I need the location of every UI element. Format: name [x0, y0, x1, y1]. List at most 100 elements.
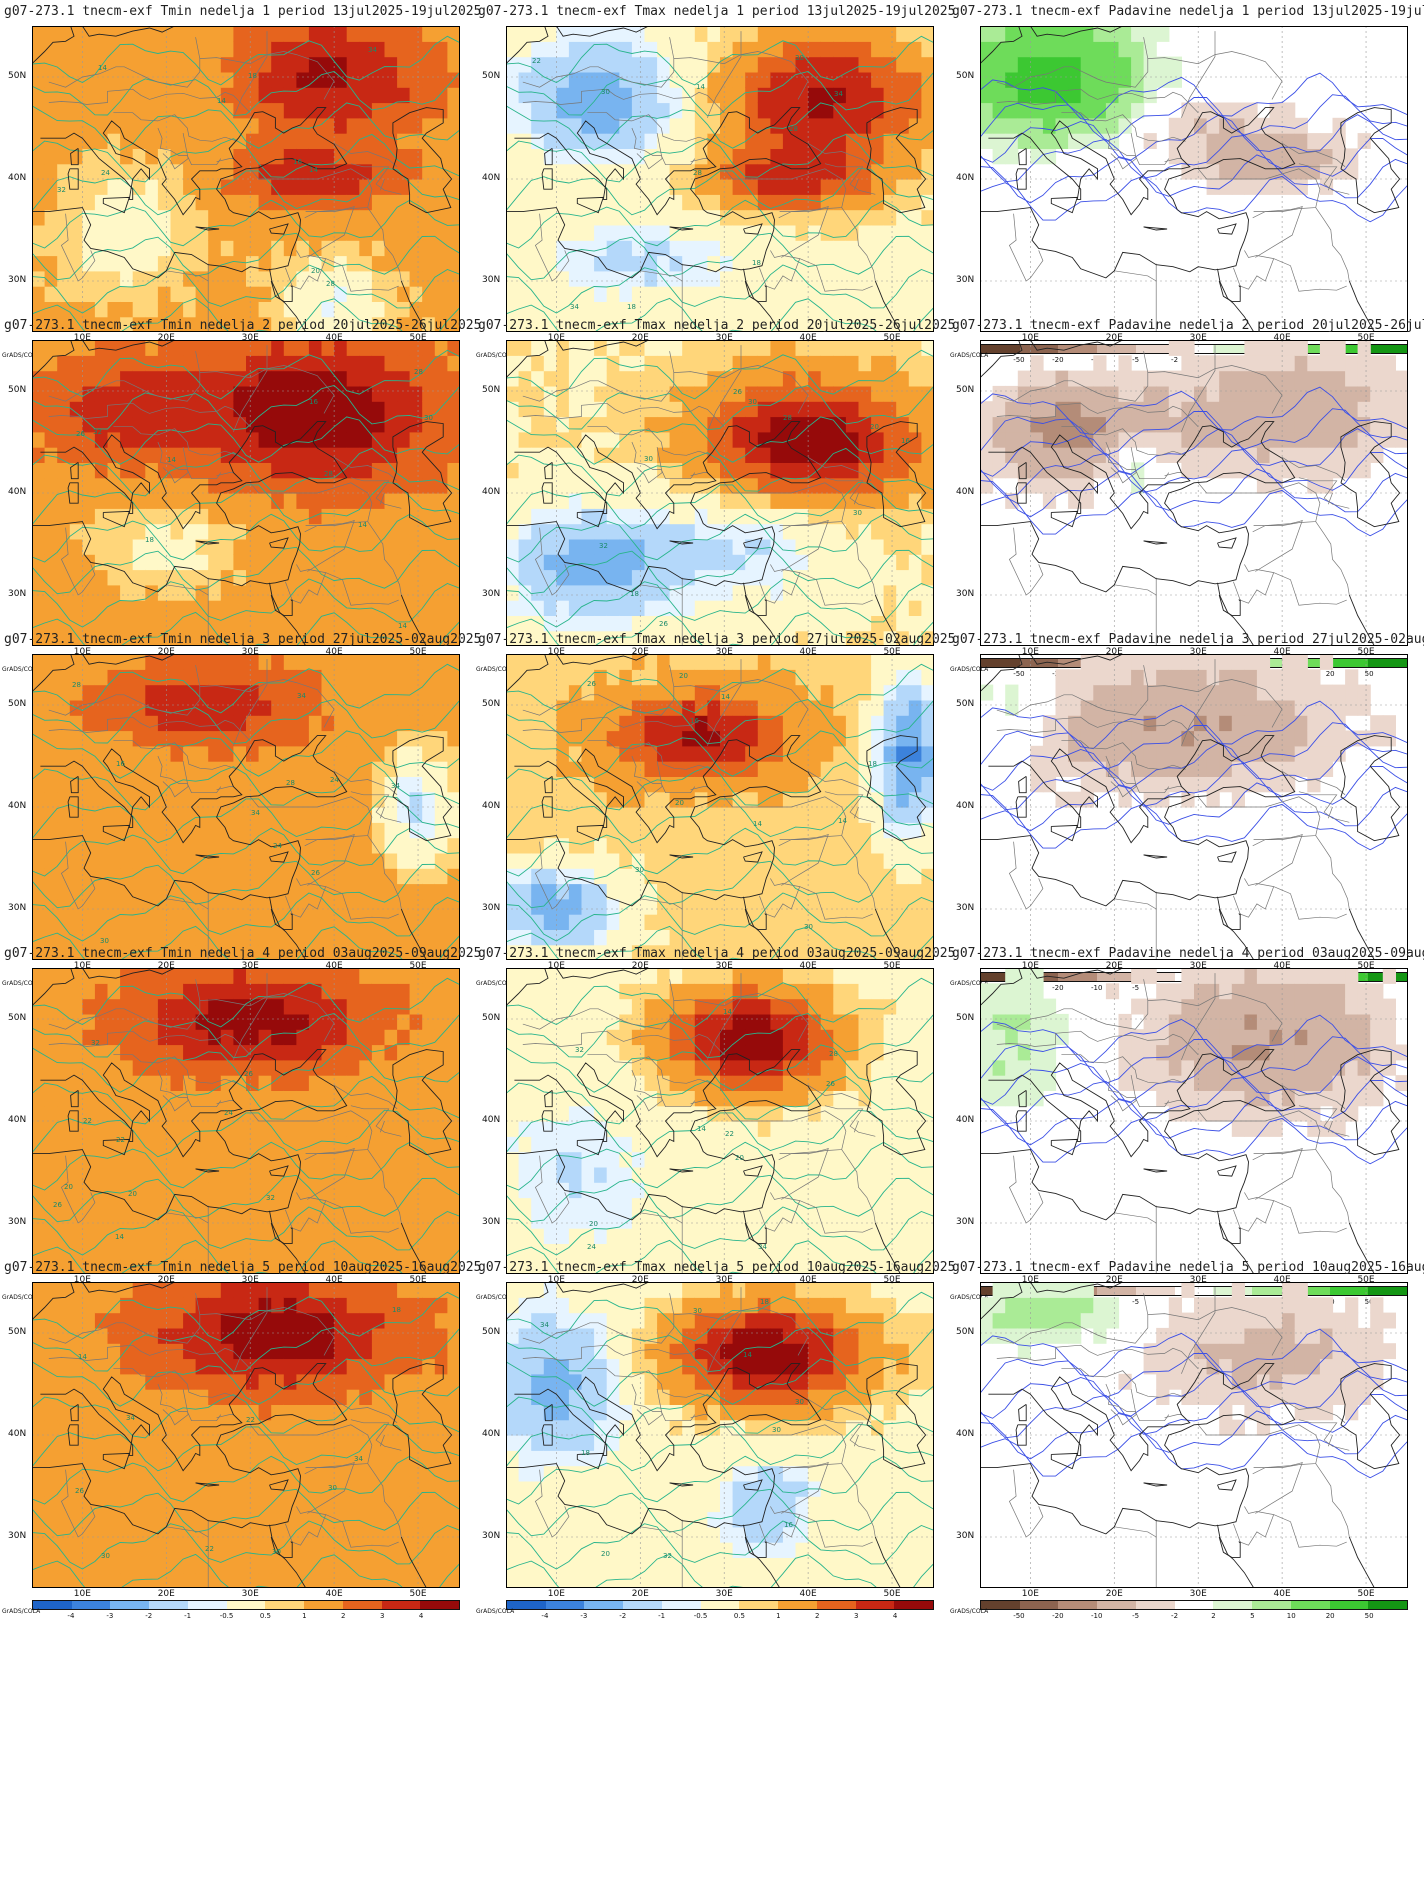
- anomaly-cell: [707, 431, 721, 448]
- anomaly-cell: [506, 837, 520, 854]
- anomaly-cell: [208, 431, 222, 448]
- anomaly-cell: [57, 355, 71, 372]
- anomaly-cell: [258, 117, 272, 134]
- anomaly-cell: [657, 630, 671, 646]
- anomaly-cell: [334, 117, 348, 134]
- anomaly-cell: [820, 340, 834, 356]
- anomaly-cell: [120, 416, 134, 433]
- anomaly-cell: [745, 26, 759, 42]
- anomaly-cell: [896, 508, 910, 525]
- anomaly-cell: [795, 584, 809, 601]
- anomaly-cell: [283, 745, 297, 762]
- anomaly-cell: [145, 684, 159, 701]
- anomaly-cell: [195, 776, 209, 793]
- anomaly-cell: [858, 584, 872, 601]
- anomaly-cell: [359, 654, 373, 670]
- anomaly-cell: [346, 584, 360, 601]
- anomaly-cell: [57, 554, 71, 571]
- anomaly-cell: [531, 224, 545, 241]
- anomaly-cell: [346, 791, 360, 808]
- anomaly-cell: [246, 41, 260, 58]
- anomaly-cell: [506, 286, 520, 302]
- anomaly-cell: [619, 416, 633, 433]
- anomaly-cell: [183, 447, 197, 463]
- anomaly-cell: [833, 270, 847, 287]
- anomaly-cell: [543, 684, 557, 701]
- anomaly-cell: [321, 730, 335, 747]
- anomaly-cell: [346, 316, 360, 332]
- anomaly-cell: [518, 745, 532, 762]
- anomaly-cell: [246, 447, 260, 463]
- anomaly-cell: [258, 255, 272, 272]
- anomaly-cell: [321, 41, 335, 58]
- anomaly-cell: [657, 370, 671, 387]
- y-tick-label: 40N: [8, 801, 27, 811]
- anomaly-cell: [1181, 133, 1195, 149]
- anomaly-cell: [594, 477, 608, 494]
- anomaly-cell: [518, 370, 532, 387]
- anomaly-cell: [795, 416, 809, 433]
- anomaly-cell: [334, 340, 348, 356]
- anomaly-cell: [606, 523, 620, 540]
- anomaly-cell: [908, 316, 922, 332]
- anomaly-cell: [531, 569, 545, 586]
- anomaly-cell: [57, 868, 71, 885]
- anomaly-cell: [132, 669, 146, 686]
- anomaly-cell: [308, 224, 323, 241]
- anomaly-cell: [94, 508, 109, 525]
- anomaly-cell: [233, 508, 247, 525]
- anomaly-cell: [82, 944, 96, 960]
- anomaly-cell: [669, 929, 683, 946]
- anomaly-cell: [258, 133, 272, 149]
- anomaly-cell: [283, 370, 297, 387]
- anomaly-cell: [296, 179, 310, 195]
- anomaly-cell: [644, 255, 658, 272]
- anomaly-cell: [359, 71, 373, 88]
- anomaly-cell: [568, 669, 583, 686]
- anomaly-cell: [883, 224, 897, 241]
- anomaly-cell: [871, 286, 885, 302]
- anomaly-cell: [581, 370, 595, 387]
- anomaly-cell: [183, 477, 197, 494]
- anomaly-cell: [833, 584, 847, 601]
- anomaly-cell: [120, 837, 134, 854]
- anomaly-cell: [397, 194, 411, 211]
- anomaly-cell: [782, 117, 797, 134]
- anomaly-cell: [258, 26, 272, 42]
- anomaly-cell: [694, 209, 708, 226]
- anomaly-cell: [69, 669, 83, 686]
- anomaly-cell: [896, 340, 910, 356]
- anomaly-cell: [1080, 87, 1094, 104]
- anomaly-cell: [757, 944, 771, 960]
- country-border: [292, 572, 327, 604]
- anomaly-cell: [1030, 431, 1044, 448]
- anomaly-cell: [782, 148, 797, 165]
- anomaly-cell: [1017, 370, 1031, 387]
- anomaly-cell: [107, 730, 121, 747]
- anomaly-cell: [308, 776, 323, 793]
- anomaly-cell: [808, 355, 822, 372]
- anomaly-cell: [334, 944, 348, 960]
- panel-title: g07-273.1 tnecm-exf Tmin nedelja 3 perio…: [4, 632, 482, 647]
- anomaly-cell: [258, 301, 272, 318]
- anomaly-cell: [283, 684, 297, 701]
- anomaly-cell: [283, 209, 297, 226]
- anomaly-cell: [157, 385, 172, 402]
- anomaly-cell: [568, 630, 583, 646]
- anomaly-cell: [795, 630, 809, 646]
- anomaly-cell: [157, 194, 172, 211]
- anomaly-cell: [631, 194, 646, 211]
- anomaly-cell: [107, 715, 121, 732]
- anomaly-cell: [359, 224, 373, 241]
- climatology-contour: [506, 167, 934, 216]
- anomaly-cell: [170, 684, 184, 701]
- anomaly-cell: [434, 416, 448, 433]
- anomaly-cell: [283, 569, 297, 586]
- anomaly-cell: [258, 431, 272, 448]
- anomaly-cell: [258, 87, 272, 104]
- anomaly-cell: [321, 148, 335, 165]
- anomaly-cell: [531, 240, 545, 257]
- anomaly-cell: [732, 898, 746, 915]
- anomaly-cell: [69, 807, 83, 823]
